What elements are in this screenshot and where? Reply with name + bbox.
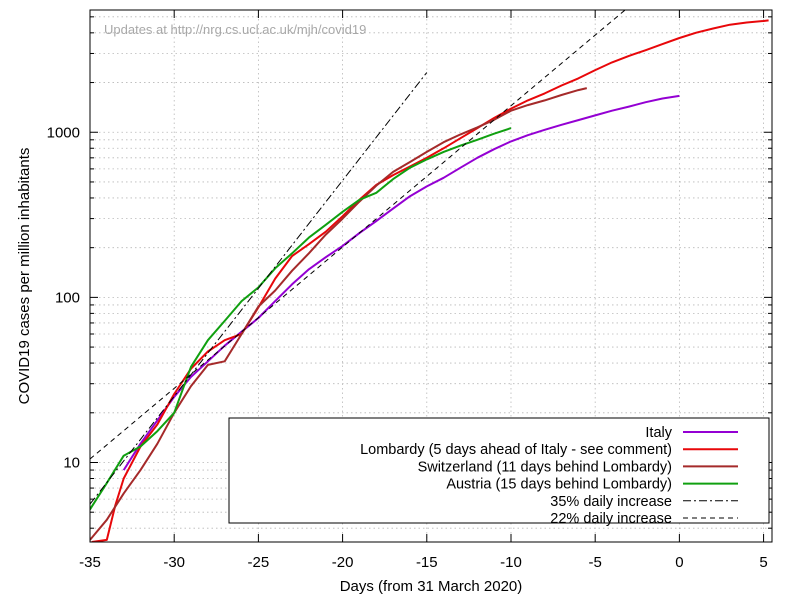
series-layer: [90, 10, 769, 542]
gridlines: [89, 10, 772, 542]
y-tick-label: 10: [63, 454, 80, 471]
x-tick-label: -10: [500, 554, 522, 571]
y-tick-label: 100: [55, 289, 80, 306]
legend-label: Lombardy (5 days ahead of Italy - see co…: [360, 442, 672, 458]
legend-box: [228, 417, 770, 524]
x-tick-label: -20: [332, 554, 354, 571]
plot-frame: [89, 9, 773, 543]
legend-label: Italy: [645, 425, 672, 441]
legend-label: 22% daily increase: [550, 511, 672, 527]
x-axis-title: Days (from 31 March 2020): [340, 578, 523, 595]
y-axis-title: COVID19 cases per million inhabitants: [16, 148, 33, 405]
y-tick-label: 1000: [47, 124, 80, 141]
x-tick-label: -35: [79, 554, 101, 571]
legend-label: Austria (15 days behind Lombardy): [446, 477, 672, 493]
legend-label: 35% daily increase: [550, 494, 672, 510]
x-tick-label: -30: [163, 554, 185, 571]
x-tick-label: 5: [759, 554, 767, 571]
x-tick-label: -25: [248, 554, 270, 571]
series-line-35-daily-increase: [90, 72, 428, 505]
series-line-22-daily-increase: [90, 10, 626, 460]
axes: -35 -30 -25 -20 -15 -10 -5 0 5 10 100 1000: [47, 10, 772, 571]
x-tick-label: -15: [416, 554, 438, 571]
chart-watermark: Updates at http://nrg.cs.ucl.ac.uk/mjh/c…: [104, 22, 366, 37]
x-tick-label: 0: [675, 554, 683, 571]
series-line-austria-15-days-behind-lombardy: [90, 127, 512, 510]
x-tick-label: -5: [589, 554, 602, 571]
legend-label: Switzerland (11 days behind Lombardy): [418, 459, 672, 475]
